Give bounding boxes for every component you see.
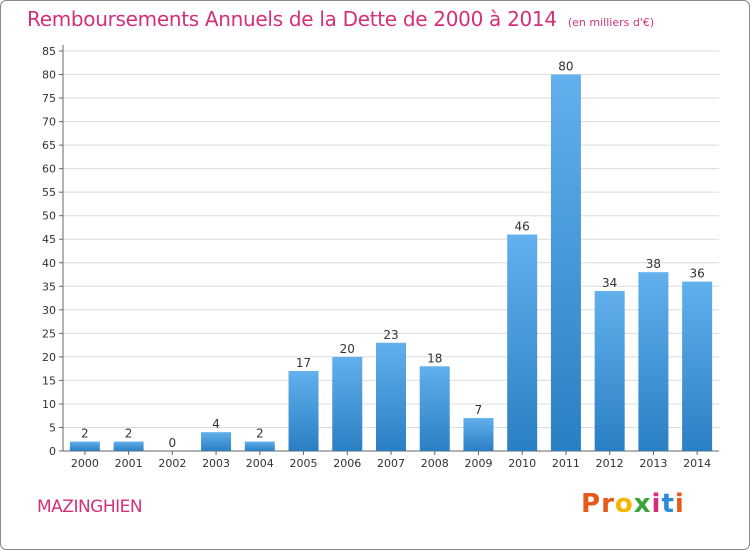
- x-tick-label-2011: 2011: [552, 457, 580, 470]
- data-label-2013: 38: [646, 257, 661, 271]
- bar-2006: [332, 356, 363, 451]
- x-tick-label-2014: 2014: [683, 457, 711, 470]
- y-tick-label: 65: [42, 139, 56, 152]
- data-label-2009: 7: [475, 403, 483, 417]
- y-tick-label: 0: [49, 445, 56, 458]
- chart-title: Remboursements Annuels de la Dette de 20…: [27, 7, 654, 31]
- bar-2005: [288, 371, 319, 451]
- bar-2014: [682, 281, 713, 451]
- x-tick-label-2006: 2006: [333, 457, 361, 470]
- y-tick-label: 10: [42, 398, 56, 411]
- y-tick-label: 80: [42, 69, 56, 82]
- data-label-2001: 2: [125, 427, 133, 441]
- bar-2004: [244, 441, 275, 451]
- data-label-2010: 46: [515, 220, 530, 234]
- y-tick-label: 75: [42, 92, 56, 105]
- x-tick-label-2000: 2000: [71, 457, 99, 470]
- x-tick-label-2008: 2008: [421, 457, 449, 470]
- x-tick-label-2007: 2007: [377, 457, 405, 470]
- logo-letter: i: [674, 489, 685, 519]
- y-tick-label: 5: [49, 421, 56, 434]
- y-tick-label: 55: [42, 186, 56, 199]
- x-tick-label-2001: 2001: [115, 457, 143, 470]
- y-tick-label: 40: [42, 257, 56, 270]
- bar-2012: [594, 291, 625, 451]
- x-tick-label-2010: 2010: [508, 457, 536, 470]
- logo-letter: x: [633, 489, 652, 519]
- data-label-2005: 17: [296, 356, 311, 370]
- y-tick-label: 50: [42, 210, 56, 223]
- x-tick-label-2002: 2002: [158, 457, 186, 470]
- y-tick-label: 35: [42, 280, 56, 293]
- data-label-2000: 2: [81, 427, 89, 441]
- x-tick-label-2009: 2009: [464, 457, 492, 470]
- y-tick-label: 30: [42, 304, 56, 317]
- logo-letter: i: [651, 489, 662, 519]
- data-label-2008: 18: [427, 351, 442, 365]
- x-tick-label-2004: 2004: [246, 457, 274, 470]
- y-tick-label: 60: [42, 163, 56, 176]
- bar-2010: [507, 234, 538, 451]
- data-label-2006: 20: [340, 342, 355, 356]
- data-label-2004: 2: [256, 427, 264, 441]
- data-label-2012: 34: [602, 276, 617, 290]
- bar-2003: [201, 432, 232, 451]
- x-tick-label-2012: 2012: [596, 457, 624, 470]
- bar-2000: [69, 441, 100, 451]
- bar-2008: [419, 366, 450, 451]
- data-label-2007: 23: [383, 328, 398, 342]
- bar-2009: [463, 418, 494, 451]
- logo-letter: t: [661, 489, 675, 519]
- data-label-2003: 4: [212, 417, 220, 431]
- x-tick-label-2013: 2013: [639, 457, 667, 470]
- bar-2007: [376, 342, 406, 451]
- title-main: Remboursements Annuels de la Dette de 20…: [27, 7, 557, 31]
- proxiti-logo: Proxiti: [581, 489, 685, 519]
- data-label-2002: 0: [169, 436, 177, 450]
- logo-letter: o: [614, 489, 634, 519]
- bar-2001: [113, 441, 144, 451]
- x-tick-label-2005: 2005: [290, 457, 318, 470]
- y-tick-label: 85: [42, 45, 56, 58]
- y-tick-label: 25: [42, 327, 56, 340]
- data-label-2011: 80: [558, 60, 573, 74]
- y-tick-label: 70: [42, 116, 56, 129]
- y-tick-label: 15: [42, 374, 56, 387]
- y-tick-label: 45: [42, 233, 56, 246]
- logo-letter: P: [581, 489, 602, 519]
- bar-2011: [550, 74, 581, 451]
- bar-2013: [638, 272, 669, 451]
- data-label-2014: 36: [689, 267, 704, 281]
- commune-name: MAZINGHIEN: [37, 497, 143, 517]
- title-unit: (en milliers d'€): [567, 16, 655, 29]
- x-tick-label-2003: 2003: [202, 457, 230, 470]
- logo-letter: r: [601, 489, 615, 519]
- y-tick-label: 20: [42, 351, 56, 364]
